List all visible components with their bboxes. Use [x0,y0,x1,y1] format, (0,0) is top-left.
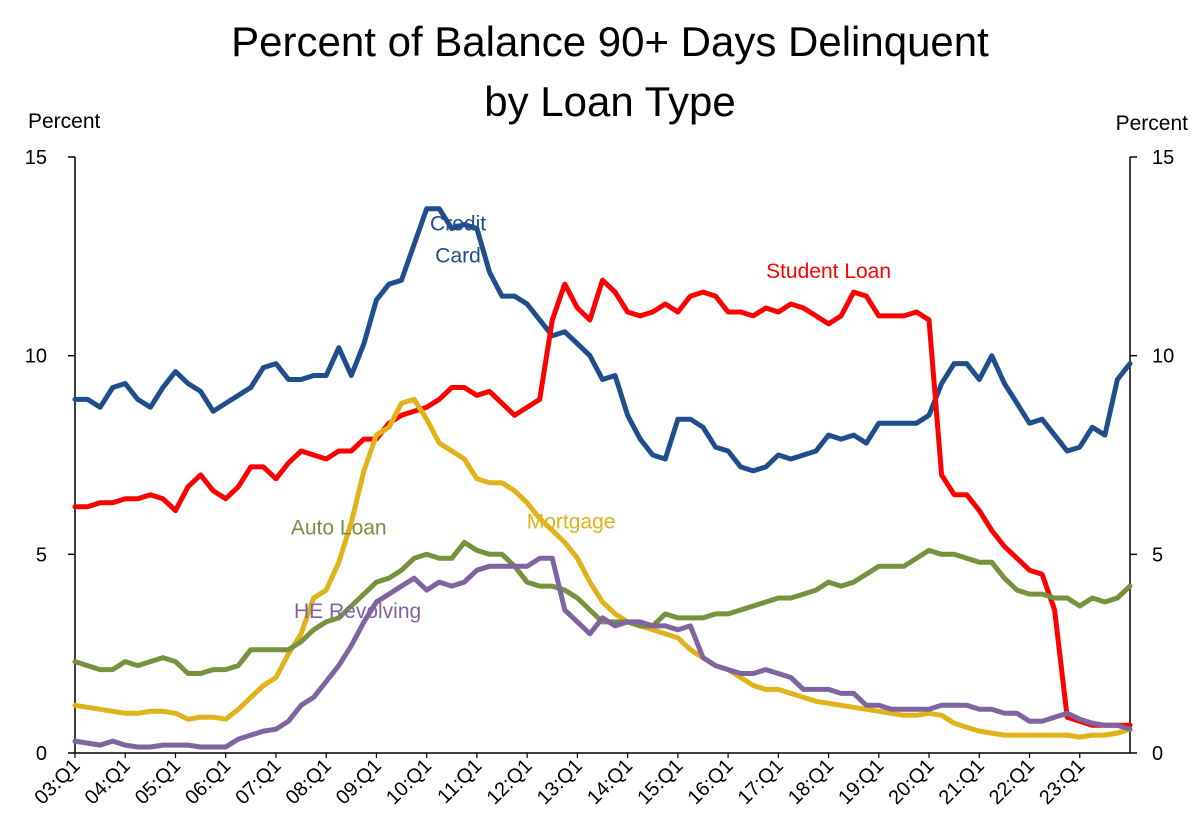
series-line-he-revolving [72,555,1133,750]
x-tick-label: 22:Q1 [985,755,1039,809]
x-tick-label: 19:Q1 [834,755,888,809]
series-lines [72,206,1133,750]
x-tick-label: 04:Q1 [81,755,135,809]
x-tick-label: 13:Q1 [533,755,587,809]
y-tick-label-left: 5 [36,544,47,566]
series-label-credit-card: Credit [430,213,486,236]
x-tick-label: 20:Q1 [885,755,939,809]
y-tick-label-right: 0 [1152,743,1163,765]
series-line-credit-card [72,206,1133,474]
chart-title-line-1: Percent of Balance 90+ Days Delinquent [231,18,989,65]
series-label-student-loan: Student Loan [766,260,891,283]
y-tick-label-left: 0 [36,743,47,765]
y-axis-ticks: 0 0 5 5 10 10 15 15 [25,147,1175,765]
series-line-auto-loan [72,539,1133,676]
x-tick-label: 12:Q1 [483,755,537,809]
right-axis-unit-label: Percent [1116,112,1189,135]
series-label-auto-loan: Auto Loan [291,516,387,539]
x-tick-label: 18:Q1 [784,755,838,809]
x-tick-label: 10:Q1 [382,755,436,809]
left-axis-unit-label: Percent [28,110,101,133]
y-tick-label-right: 5 [1152,544,1163,566]
series-labels: Credit Card Student Loan Mortgage Auto Loan H… [291,213,891,623]
x-tick-label: 21:Q1 [935,755,989,809]
series-line-mortgage [72,396,1133,740]
x-axis-ticks: 03:Q104:Q105:Q106:Q107:Q108:Q109:Q110:Q1… [30,753,1089,809]
plot-frame [74,157,1131,754]
y-tick-label-right: 15 [1152,147,1174,169]
x-tick-label: 11:Q1 [433,755,486,808]
x-tick-label: 08:Q1 [282,755,336,809]
series-label-he-revolving: HE Revolving [294,600,421,623]
y-tick-label-right: 10 [1152,346,1174,368]
x-tick-label: 07:Q1 [231,755,285,809]
series-label-credit-card: Card [435,244,481,267]
x-tick-label: 16:Q1 [684,755,738,809]
x-tick-label: 06:Q1 [181,755,235,809]
series-line-student-loan [72,277,1133,728]
x-tick-label: 14:Q1 [583,755,637,809]
x-tick-label: 09:Q1 [332,755,386,809]
x-tick-label: 05:Q1 [131,755,185,809]
y-tick-label-left: 15 [25,147,47,169]
x-tick-label: 17:Q1 [734,755,788,809]
x-tick-label: 23:Q1 [1035,755,1089,809]
series-label-mortgage: Mortgage [527,511,616,534]
chart-title-line-2: by Loan Type [484,78,735,125]
y-tick-label-left: 10 [25,346,47,368]
x-tick-label: 15:Q1 [633,755,687,809]
